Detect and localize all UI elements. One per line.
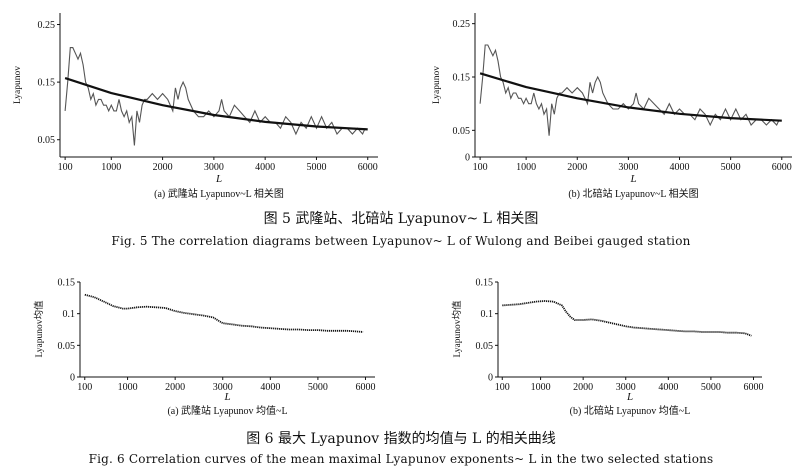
series-mean-line [502, 300, 752, 337]
x-tick-label: 6000 [355, 382, 375, 393]
chart-c5b: 100 1000 2000 3000 4000 5000 6000 0 0.05 0.15 0.25… [432, 13, 792, 200]
figure5-caption-cn: 图 5 武隆站、北碚站 Lyapunov~ L 相关图 [263, 211, 539, 227]
y-axis-label: Lyapunov [13, 66, 23, 104]
series-raw-line [64, 47, 366, 146]
y-tick-label: 0.25 [38, 20, 56, 31]
y-tick-label: 0 [465, 153, 470, 164]
x-tick-label: 4000 [670, 162, 690, 173]
y-tick-label: 0 [488, 373, 493, 384]
x-tick-label: 100 [473, 162, 488, 173]
x-tick-label: 100 [495, 382, 510, 393]
series-mean-line [84, 293, 364, 333]
x-tick-label: 6000 [358, 162, 378, 173]
chart-c6b: 100 1000 2000 3000 4000 5000 6000 0 0.05 0.1 0.15 L… [451, 278, 763, 418]
y-tick-label: 0.15 [476, 278, 494, 289]
x-tick-label: 1000 [531, 382, 551, 393]
x-tick-label: 4000 [260, 382, 280, 393]
x-tick-label: 5000 [306, 162, 326, 173]
y-axis-label: Lyapunov均值 [33, 300, 45, 357]
chart-subtitle: (a) 武隆站 Lyapunov~L 相关图 [154, 187, 284, 200]
x-tick-label: 6000 [743, 382, 763, 393]
y-tick-label: 0.05 [476, 341, 494, 352]
chart-c6a: 100 1000 2000 3000 4000 5000 6000 0 0.05 0.1 0.15 L… [33, 278, 375, 418]
x-axis-label: L [215, 173, 222, 185]
y-tick-label: 0.1 [481, 309, 494, 320]
x-axis-label: L [626, 391, 633, 403]
x-tick-label: 5000 [308, 382, 328, 393]
x-tick-label: 4000 [658, 382, 678, 393]
series-raw-line [479, 44, 780, 136]
x-tick-label: 2000 [153, 162, 173, 173]
x-axis-label: L [223, 391, 230, 403]
x-tick-label: 2000 [165, 382, 185, 393]
series-trend-line [64, 77, 368, 131]
y-tick-label: 0.15 [38, 78, 56, 89]
y-axis-label: Lyapunov [432, 66, 442, 104]
x-tick-label: 4000 [255, 162, 275, 173]
y-tick-label: 0.15 [58, 278, 76, 289]
chart-subtitle: (b) 北碚站 Lyapunov 均值~L [570, 404, 691, 417]
x-tick-label: 1000 [516, 162, 536, 173]
x-axis-label: L [629, 173, 636, 185]
y-tick-label: 0.05 [453, 126, 471, 137]
x-tick-label: 1000 [101, 162, 121, 173]
x-tick-label: 3000 [204, 162, 224, 173]
y-tick-label: 0.25 [453, 19, 471, 30]
x-tick-label: 2000 [567, 162, 587, 173]
y-tick-label: 0.1 [63, 309, 76, 320]
x-tick-label: 3000 [618, 162, 638, 173]
y-tick-label: 0.05 [38, 135, 56, 146]
chart-c5a: 100 1000 2000 3000 4000 5000 6000 0.05 0.15 0.25 L… [13, 13, 378, 200]
figure5-caption-en: Fig. 5 The correlation diagrams between … [111, 234, 691, 248]
x-tick-label: 2000 [573, 382, 593, 393]
series-trend-line [479, 72, 782, 122]
y-axis-label: Lyapunov均值 [451, 300, 463, 357]
chart-subtitle: (b) 北碚站 Lyapunov~L 相关图 [568, 187, 698, 200]
chart-subtitle: (a) 武隆站 Lyapunov 均值~L [167, 404, 287, 417]
y-tick-label: 0.05 [58, 341, 76, 352]
x-tick-label: 100 [58, 162, 73, 173]
x-tick-label: 3000 [616, 382, 636, 393]
x-tick-label: 100 [77, 382, 92, 393]
x-tick-label: 3000 [213, 382, 233, 393]
x-tick-label: 1000 [118, 382, 138, 393]
figure6-caption-en: Fig. 6 Correlation curves of the mean ma… [88, 452, 714, 466]
figure6-caption-cn: 图 6 最大 Lyapunov 指数的均值与 L 的相关曲线 [246, 431, 556, 447]
y-tick-label: 0 [70, 373, 75, 384]
x-tick-label: 6000 [772, 162, 792, 173]
x-tick-label: 5000 [721, 162, 741, 173]
y-tick-label: 0.15 [453, 73, 471, 84]
x-tick-label: 5000 [701, 382, 721, 393]
